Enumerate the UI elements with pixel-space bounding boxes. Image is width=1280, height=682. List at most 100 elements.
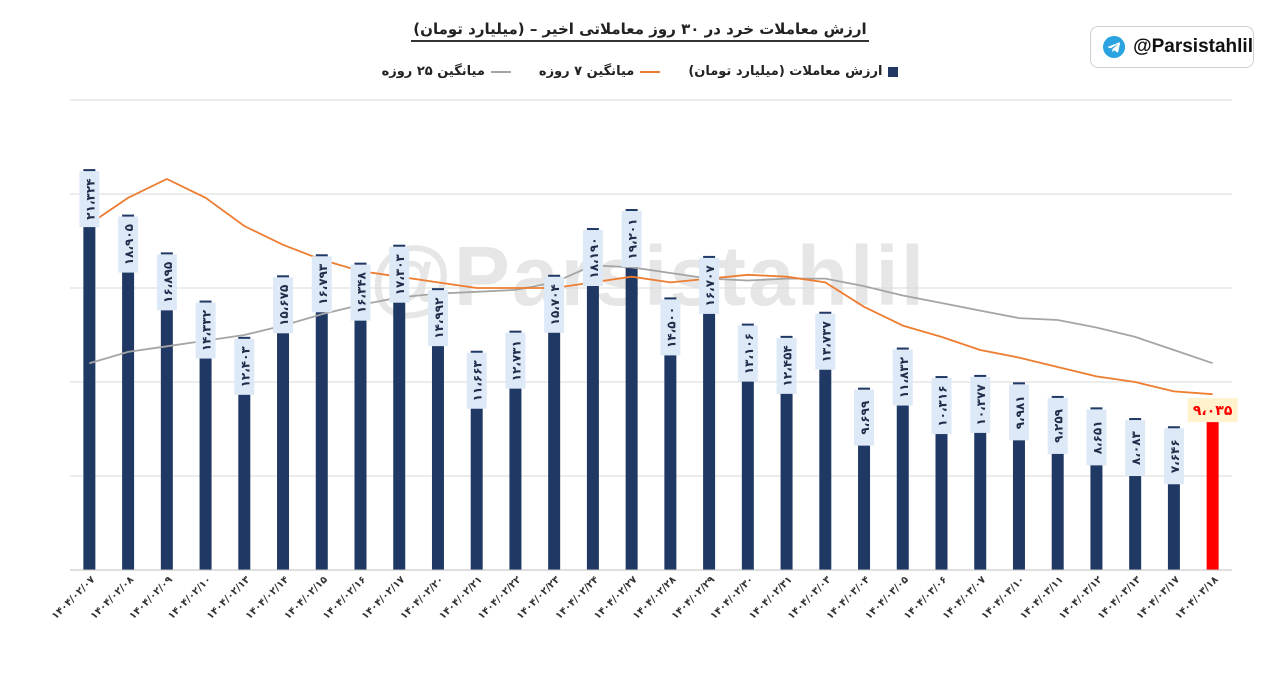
data-label-box — [737, 325, 758, 382]
data-label: ۲۱،۳۲۴ — [79, 171, 100, 228]
data-label: ۹،۰۳۵ — [1187, 398, 1238, 423]
data-label: ۱۲،۷۳۱ — [505, 332, 526, 389]
data-label-box — [1086, 409, 1107, 466]
bar — [315, 254, 328, 570]
data-label: ۱۱،۸۳۲ — [892, 349, 913, 406]
data-label-box — [118, 216, 139, 273]
telegram-icon — [1103, 35, 1126, 59]
bar — [393, 244, 406, 570]
data-label: ۱۸،۹۰۵ — [118, 216, 139, 273]
channel-badge[interactable]: @Parsistahlil — [1090, 26, 1254, 68]
data-label-text: ۱۵،۶۷۵ — [277, 285, 291, 326]
bar — [83, 169, 96, 570]
data-label-box — [427, 290, 448, 347]
data-label-box — [273, 277, 294, 334]
data-label-text: ۱۰،۳۱۶ — [936, 385, 950, 426]
data-label: ۹،۲۵۹ — [1047, 397, 1068, 454]
data-label-text: ۱۶،۷۹۳ — [316, 263, 330, 305]
data-label: ۱۵،۶۷۵ — [273, 277, 294, 334]
data-label-text: ۱۸،۹۰۵ — [122, 224, 136, 265]
data-label: ۱۶،۸۹۵ — [156, 254, 177, 311]
data-label-text: ۱۶،۸۹۵ — [161, 262, 175, 303]
data-label-text: ۱۴،۳۳۲ — [200, 309, 214, 351]
data-label: ۱۲،۴۰۳ — [234, 338, 255, 395]
channel-handle: @Parsistahlil — [1133, 36, 1253, 57]
legend-label-value: ارزش معاملات (میلیارد تومان) — [688, 64, 883, 79]
data-label-box — [854, 389, 875, 446]
data-label-text: ۱۴،۹۹۲ — [432, 297, 446, 339]
data-label-box — [1047, 397, 1068, 454]
data-label: ۱۳،۷۳۷ — [815, 313, 836, 370]
data-label-text: ۱۳،۱۰۶ — [742, 333, 756, 374]
bar — [703, 255, 716, 571]
data-label-text: ۱۳،۷۳۷ — [819, 320, 833, 362]
data-label-box — [1008, 384, 1029, 441]
data-label: ۷،۶۴۶ — [1163, 428, 1184, 485]
bar — [160, 252, 173, 570]
data-label-text: ۱۲،۴۵۴ — [781, 345, 795, 386]
data-label: ۱۱،۶۶۳ — [466, 352, 487, 409]
legend-item-ma25: میانگین ۲۵ روزه — [382, 64, 511, 79]
legend-swatch-value — [888, 66, 899, 77]
data-label-box — [389, 246, 410, 303]
data-label-box — [1187, 398, 1238, 423]
bar — [199, 300, 212, 570]
data-label-text: ۱۵،۷۰۴ — [548, 284, 562, 325]
data-label-text: ۱۷،۳۰۳ — [393, 253, 407, 295]
data-label-text: ۱۰،۳۷۷ — [974, 384, 988, 426]
data-label-box — [582, 230, 603, 287]
data-label-text: ۲۱،۳۲۴ — [83, 179, 97, 220]
data-label-box — [466, 352, 487, 409]
data-label-box — [621, 211, 642, 268]
bar — [625, 209, 638, 571]
data-label-text: ۱۸،۱۹۰ — [587, 237, 601, 278]
bar — [277, 275, 290, 570]
data-label-box — [660, 299, 681, 356]
bar — [1206, 400, 1219, 570]
bar — [664, 297, 677, 570]
data-label: ۱۴،۵۰۰ — [660, 299, 681, 356]
data-label-box — [234, 338, 255, 395]
legend-label-ma25: میانگین ۲۵ روزه — [381, 64, 485, 79]
data-label-text: ۱۲،۷۳۱ — [509, 340, 523, 381]
bar — [238, 336, 251, 570]
data-label-text: ۷،۶۴۶ — [1168, 439, 1182, 473]
data-label-box — [505, 332, 526, 389]
data-label: ۱۰،۳۱۶ — [931, 378, 952, 435]
data-label-box — [195, 302, 216, 359]
ma7-line — [88, 177, 1213, 396]
legend-swatch-ma7 — [640, 70, 661, 73]
legend-swatch-ma25 — [490, 70, 511, 73]
chart-legend: ارزش معاملات (میلیارد تومان) میانگین ۷ ر… — [0, 64, 1280, 79]
data-label-text: ۱۶،۷۰۷ — [703, 265, 717, 307]
data-label-box — [350, 264, 371, 321]
data-label-text: ۹،۶۹۹ — [858, 400, 872, 435]
bar — [780, 335, 793, 570]
data-label-text: ۱۹،۲۰۱ — [626, 218, 640, 259]
data-label-text: ۱۱،۸۳۲ — [897, 356, 911, 398]
data-label-text: ۸،۰۸۳ — [1129, 430, 1143, 465]
data-label: ۹،۶۹۹ — [854, 389, 875, 446]
data-label-text: ۱۲،۴۰۳ — [238, 346, 252, 388]
bar — [509, 330, 522, 570]
bar — [819, 311, 832, 570]
data-label: ۱۴،۹۹۲ — [427, 290, 448, 347]
legend-item-value: ارزش معاملات (میلیارد تومان) — [688, 64, 899, 79]
data-label-box — [79, 171, 100, 228]
data-label: ۱۶،۷۹۳ — [311, 256, 332, 313]
data-label-box — [931, 378, 952, 435]
data-label: ۸،۰۸۳ — [1125, 420, 1146, 477]
legend-label-ma7: میانگین ۷ روزه — [538, 64, 635, 79]
data-label-text: ۹،۲۵۹ — [1052, 408, 1066, 443]
data-label-box — [544, 276, 565, 333]
bar — [122, 214, 135, 570]
data-label: ۱۶،۷۰۷ — [699, 257, 720, 314]
data-label: ۱۴،۳۳۲ — [195, 302, 216, 359]
data-label-text: ۸،۶۵۱ — [1090, 420, 1104, 454]
data-label: ۱۹،۲۰۱ — [621, 211, 642, 268]
bar — [354, 262, 367, 570]
bar — [586, 228, 599, 570]
bar — [431, 288, 444, 570]
bar — [548, 274, 561, 570]
